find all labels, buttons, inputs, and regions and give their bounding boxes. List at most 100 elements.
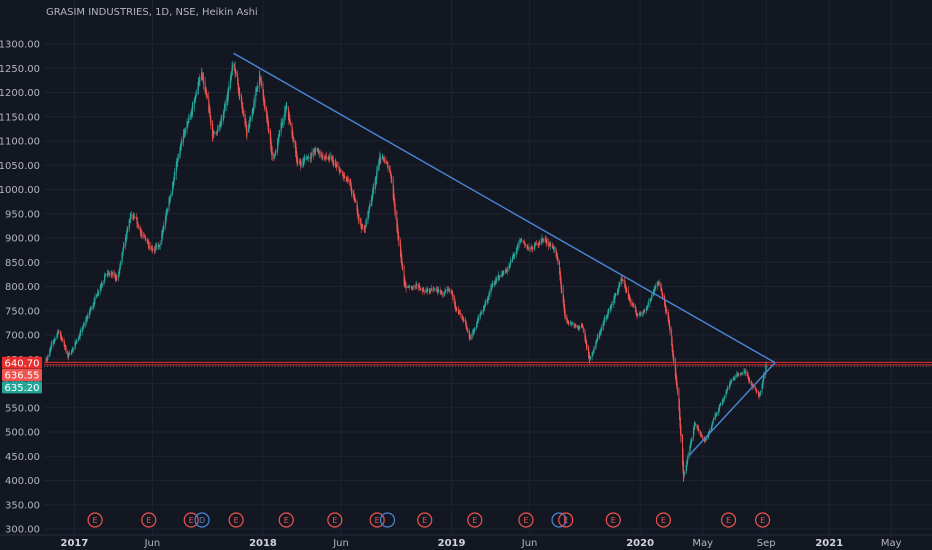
trendlines[interactable] bbox=[233, 52, 776, 456]
event-marker[interactable] bbox=[194, 512, 210, 528]
candle-body bbox=[401, 253, 402, 263]
y-tick-label: 300.00 bbox=[5, 525, 40, 536]
event-marker[interactable] bbox=[228, 512, 244, 528]
candle-body bbox=[61, 337, 63, 341]
event-marker[interactable] bbox=[655, 512, 672, 528]
x-axis[interactable]: 2017 Jun 2018 Jun 2019 Jun 2020 May Sep 2021 May bbox=[60, 538, 901, 549]
candle-body bbox=[121, 252, 123, 265]
event-marker[interactable] bbox=[87, 512, 103, 528]
candle-body bbox=[150, 246, 152, 250]
candle-body bbox=[476, 321, 478, 327]
candle-body bbox=[172, 182, 174, 195]
candle-body bbox=[313, 149, 315, 152]
candle-body bbox=[461, 315, 463, 319]
candle-body bbox=[123, 244, 125, 248]
candle-body bbox=[502, 273, 504, 276]
candle-body bbox=[450, 290, 452, 292]
candle-body bbox=[491, 285, 493, 289]
event-marker[interactable] bbox=[379, 512, 396, 528]
candle-body bbox=[349, 179, 351, 184]
candle-body bbox=[394, 205, 396, 216]
candle-body bbox=[476, 320, 478, 325]
price-tag bbox=[2, 381, 42, 394]
y-axis[interactable]: 300.00350.00400.00450.00500.00550.00600.… bbox=[0, 40, 40, 536]
y-tick-label: 700.00 bbox=[5, 331, 40, 342]
candle-body bbox=[527, 246, 528, 249]
candle-body bbox=[69, 353, 71, 355]
candle-body bbox=[362, 226, 364, 229]
candle-body bbox=[184, 130, 185, 136]
event-marker-label: E bbox=[760, 516, 765, 525]
candle-body bbox=[704, 440, 706, 442]
candle-body bbox=[363, 227, 365, 232]
candle-body bbox=[622, 280, 624, 282]
candle-body bbox=[219, 123, 221, 129]
candle-body bbox=[418, 285, 419, 288]
event-marker[interactable] bbox=[518, 512, 534, 528]
candle-body bbox=[277, 141, 278, 152]
event-marker[interactable] bbox=[369, 512, 385, 528]
candle-body bbox=[521, 239, 523, 243]
candle-body bbox=[271, 151, 273, 157]
candle-body bbox=[671, 337, 673, 352]
event-marker[interactable] bbox=[417, 512, 433, 528]
event-marker[interactable] bbox=[467, 512, 483, 528]
candle-body bbox=[143, 235, 145, 237]
candle-body bbox=[291, 123, 293, 137]
candle-body bbox=[743, 370, 745, 374]
candle-body bbox=[96, 294, 98, 299]
trendline[interactable] bbox=[688, 362, 776, 456]
candle-body bbox=[452, 294, 454, 300]
candle-body bbox=[264, 98, 265, 108]
event-marker[interactable] bbox=[755, 512, 771, 528]
candle-body bbox=[56, 331, 58, 337]
candle-body bbox=[146, 239, 148, 244]
event-marker[interactable] bbox=[141, 512, 157, 528]
candle-body bbox=[430, 289, 432, 292]
candle-body bbox=[253, 98, 255, 107]
candle-body bbox=[616, 291, 618, 295]
trendline[interactable] bbox=[233, 52, 776, 364]
candle-body bbox=[581, 324, 583, 327]
candle-body bbox=[477, 317, 479, 321]
candle-body bbox=[302, 161, 304, 164]
candle-body bbox=[531, 247, 533, 249]
event-marker[interactable] bbox=[551, 512, 567, 528]
candle-body bbox=[343, 175, 345, 178]
candle-body bbox=[241, 102, 243, 112]
candle-body bbox=[696, 424, 698, 428]
candle-body bbox=[213, 131, 215, 133]
candle-body bbox=[51, 343, 53, 347]
horizontal-lines[interactable] bbox=[44, 361, 932, 367]
candle-body bbox=[697, 425, 698, 429]
event-marker[interactable] bbox=[183, 512, 199, 528]
candle-body bbox=[419, 287, 421, 291]
candle-body bbox=[683, 461, 685, 482]
event-marker[interactable] bbox=[558, 512, 574, 528]
event-marker[interactable] bbox=[605, 512, 621, 528]
candle-body bbox=[216, 132, 217, 134]
candle-body bbox=[372, 187, 374, 195]
price-tag-label: 640.70 bbox=[5, 358, 40, 369]
x-tick-label: 2017 bbox=[60, 538, 88, 549]
candle-body bbox=[367, 211, 369, 217]
candle-body bbox=[642, 313, 644, 315]
candle-body bbox=[228, 84, 230, 92]
candle-body bbox=[135, 217, 137, 220]
candle-body bbox=[260, 80, 262, 86]
candle-body bbox=[444, 291, 446, 294]
candle-body bbox=[231, 73, 232, 78]
candle-body bbox=[234, 66, 236, 73]
event-marker[interactable] bbox=[327, 512, 343, 528]
candle-body bbox=[510, 260, 511, 265]
candle-body bbox=[473, 331, 475, 333]
candle-body bbox=[165, 211, 167, 219]
candle-body bbox=[79, 335, 81, 339]
candle-body bbox=[52, 340, 54, 345]
event-marker[interactable] bbox=[278, 512, 294, 528]
event-marker[interactable] bbox=[720, 512, 737, 528]
x-tick-label: May bbox=[881, 538, 902, 549]
candle-body bbox=[718, 408, 720, 414]
